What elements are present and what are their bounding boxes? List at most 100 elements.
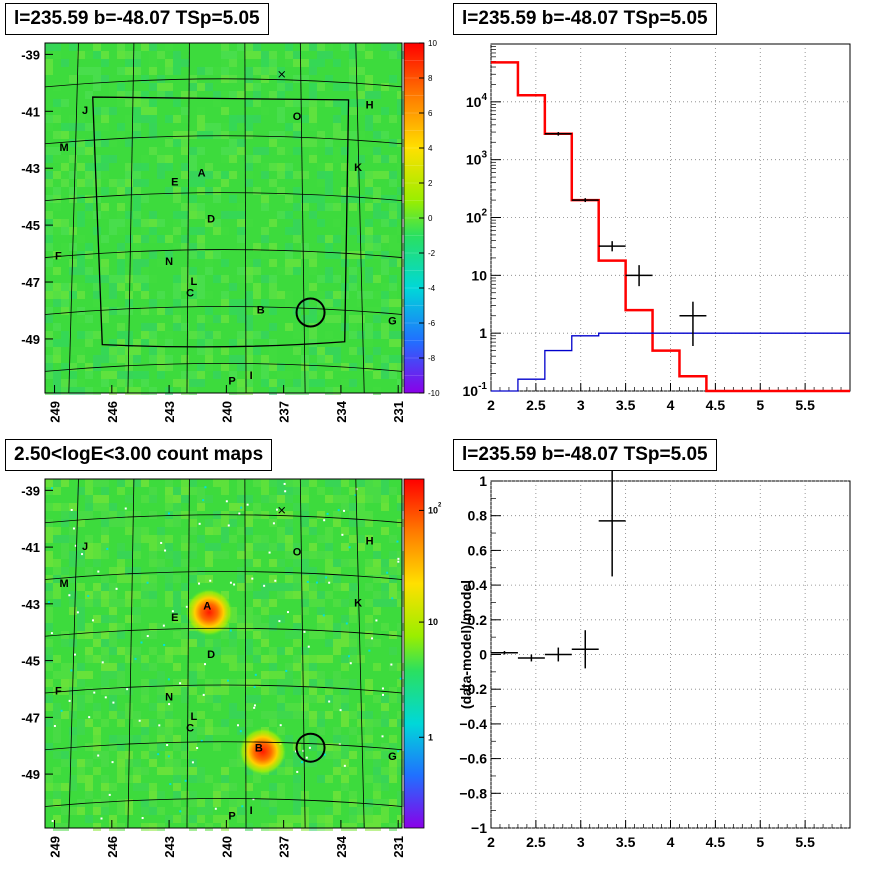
map-pixel bbox=[173, 591, 181, 599]
map-pixel bbox=[181, 743, 189, 751]
y-tick-label: 0.4 bbox=[468, 577, 488, 593]
map-pixel bbox=[61, 671, 69, 679]
map-pixel bbox=[309, 743, 317, 751]
map-pixel bbox=[165, 543, 173, 551]
map-pixel bbox=[149, 219, 157, 227]
map-pixel bbox=[157, 235, 165, 243]
map-pixel bbox=[213, 527, 221, 535]
map-pixel bbox=[173, 783, 181, 791]
map-pixel bbox=[317, 59, 325, 67]
map-pixel bbox=[69, 695, 77, 703]
map-pixel bbox=[253, 479, 261, 487]
map-pixel bbox=[293, 815, 301, 823]
map-pixel bbox=[213, 91, 221, 99]
map-pixel bbox=[269, 783, 277, 791]
map-pixel bbox=[117, 259, 125, 267]
map-pixel bbox=[149, 559, 157, 567]
map-pixel bbox=[277, 559, 285, 567]
map-pixel bbox=[229, 711, 237, 719]
map-pixel bbox=[301, 195, 309, 203]
map-pixel bbox=[229, 655, 237, 663]
map-pixel bbox=[141, 307, 149, 315]
count-speck bbox=[354, 493, 357, 496]
map-pixel bbox=[165, 363, 173, 371]
map-pixel bbox=[365, 799, 373, 807]
map-pixel bbox=[237, 339, 245, 347]
y-tick-label: 10-1 bbox=[463, 381, 488, 399]
map-pixel bbox=[341, 599, 349, 607]
map-pixel bbox=[253, 99, 261, 107]
map-pixel bbox=[309, 671, 317, 679]
map-pixel bbox=[85, 695, 93, 703]
map-pixel bbox=[245, 615, 253, 623]
map-pixel bbox=[117, 363, 125, 371]
map-pixel bbox=[149, 743, 157, 751]
source-label-F: F bbox=[55, 686, 62, 698]
map-pixel bbox=[45, 219, 53, 227]
count-speck bbox=[399, 677, 402, 680]
map-pixel bbox=[221, 259, 229, 267]
map-pixel bbox=[93, 139, 101, 147]
graticule-longitude bbox=[68, 478, 79, 829]
map-pixel bbox=[261, 379, 269, 387]
map-pixel bbox=[221, 479, 229, 487]
x-tick-label: 3.5 bbox=[616, 397, 636, 413]
map-pixel bbox=[77, 775, 85, 783]
map-pixel bbox=[189, 267, 197, 275]
map-pixel bbox=[125, 371, 133, 379]
map-pixel bbox=[77, 331, 85, 339]
map-pixel bbox=[101, 511, 109, 519]
map-pixel bbox=[133, 235, 141, 243]
map-pixel bbox=[237, 219, 245, 227]
map-pixel bbox=[149, 227, 157, 235]
map-pixel bbox=[149, 115, 157, 123]
count-speck bbox=[325, 576, 328, 579]
map-pixel bbox=[309, 259, 317, 267]
y-tick-label: 102 bbox=[466, 208, 488, 226]
map-pixel bbox=[213, 703, 221, 711]
map-pixel bbox=[61, 639, 69, 647]
map-pixel bbox=[285, 99, 293, 107]
map-pixel bbox=[109, 219, 117, 227]
map-pixel bbox=[101, 679, 109, 687]
map-pixel bbox=[253, 155, 261, 163]
map-pixel bbox=[141, 291, 149, 299]
map-pixel bbox=[341, 759, 349, 767]
map-pixel bbox=[389, 51, 397, 59]
map-pixel bbox=[85, 51, 93, 59]
map-pixel bbox=[365, 735, 373, 743]
map-pixel bbox=[117, 339, 125, 347]
map-pixel bbox=[133, 219, 141, 227]
map-pixel bbox=[149, 67, 157, 75]
map-pixel bbox=[285, 567, 293, 575]
y-tick-label: -43 bbox=[21, 161, 40, 176]
map-pixel bbox=[77, 235, 85, 243]
map-pixel bbox=[69, 711, 77, 719]
map-pixel bbox=[245, 355, 253, 363]
source-label-K: K bbox=[354, 598, 362, 610]
map-pixel bbox=[45, 775, 53, 783]
colorbar-tick-label: 10 bbox=[428, 39, 437, 48]
count-speck bbox=[198, 522, 201, 525]
map-pixel bbox=[373, 767, 381, 775]
map-pixel bbox=[229, 147, 237, 155]
map-pixel bbox=[365, 91, 373, 99]
map-pixel bbox=[349, 203, 357, 211]
map-pixel bbox=[173, 559, 181, 567]
map-pixel bbox=[125, 171, 133, 179]
map-pixel bbox=[261, 583, 269, 591]
map-pixel bbox=[373, 115, 381, 123]
map-pixel bbox=[109, 607, 117, 615]
map-pixel bbox=[93, 551, 101, 559]
map-pixel bbox=[229, 115, 237, 123]
map-pixel bbox=[221, 687, 229, 695]
map-pixel bbox=[125, 479, 133, 487]
map-pixel bbox=[221, 315, 229, 323]
map-pixel bbox=[205, 131, 213, 139]
map-pixel bbox=[93, 743, 101, 751]
map-pixel bbox=[125, 511, 133, 519]
map-pixel bbox=[333, 99, 341, 107]
map-pixel bbox=[373, 759, 381, 767]
map-pixel bbox=[141, 379, 149, 387]
map-pixel bbox=[133, 339, 141, 347]
